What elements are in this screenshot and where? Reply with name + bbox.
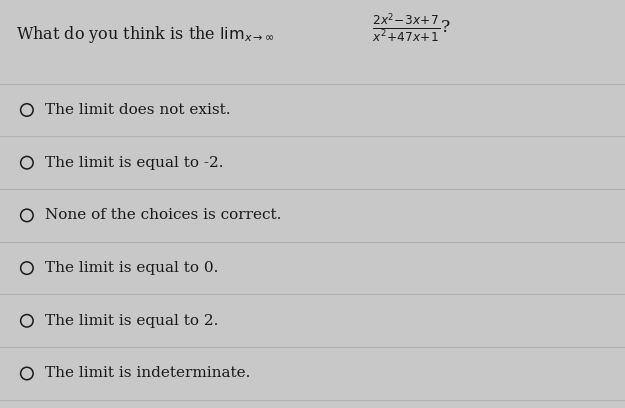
Text: $\frac{2x^2\!-\!3x\!+\!7}{x^2\!+\!47x\!+\!1}$?: $\frac{2x^2\!-\!3x\!+\!7}{x^2\!+\!47x\!+… <box>372 12 451 45</box>
Text: What do you think is the $\mathrm{lim}_{x \to \infty}$: What do you think is the $\mathrm{lim}_{… <box>16 24 274 45</box>
Text: The limit does not exist.: The limit does not exist. <box>45 103 231 117</box>
Text: None of the choices is correct.: None of the choices is correct. <box>45 208 281 222</box>
Text: The limit is indeterminate.: The limit is indeterminate. <box>45 366 251 381</box>
Text: The limit is equal to 2.: The limit is equal to 2. <box>45 314 218 328</box>
Text: The limit is equal to 0.: The limit is equal to 0. <box>45 261 218 275</box>
Text: The limit is equal to -2.: The limit is equal to -2. <box>45 156 224 170</box>
